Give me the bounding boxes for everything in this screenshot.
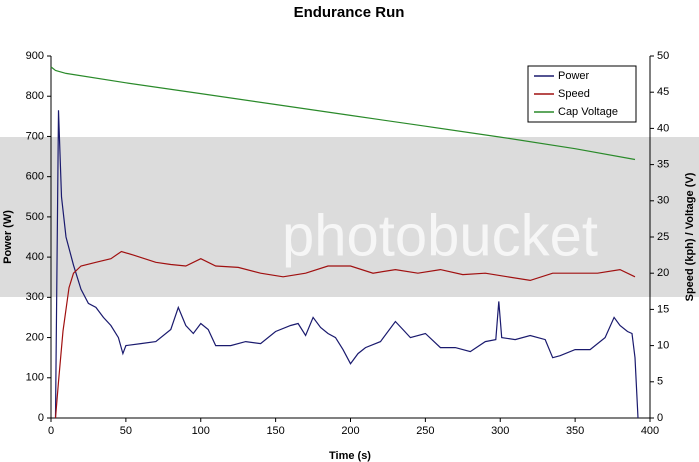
y2-tick-label: 15 xyxy=(657,303,669,315)
y-tick-label: 900 xyxy=(26,50,44,62)
y2-axis-title: Speed (kph) / Voltage (V) xyxy=(684,172,696,301)
y2-tick-label: 40 xyxy=(657,122,669,134)
y-tick-label: 300 xyxy=(26,291,44,303)
x-tick-label: 0 xyxy=(48,425,54,437)
x-tick-label: 200 xyxy=(341,425,359,437)
legend-label: Speed xyxy=(558,88,590,100)
x-tick-label: 50 xyxy=(120,425,132,437)
y2-tick-label: 25 xyxy=(657,231,669,243)
y2-tick-label: 30 xyxy=(657,195,669,207)
y-tick-label: 100 xyxy=(26,372,44,384)
x-tick-label: 350 xyxy=(566,425,584,437)
legend-label: Cap Voltage xyxy=(558,106,618,118)
x-tick-label: 300 xyxy=(491,425,509,437)
y2-tick-label: 0 xyxy=(657,412,663,424)
y2-tick-label: 50 xyxy=(657,50,669,62)
y-tick-label: 400 xyxy=(26,251,44,263)
y2-tick-label: 5 xyxy=(657,376,663,388)
y2-tick-label: 10 xyxy=(657,340,669,352)
x-tick-label: 150 xyxy=(266,425,284,437)
y2-tick-label: 35 xyxy=(657,159,669,171)
legend-label: Power xyxy=(558,70,590,82)
x-tick-label: 400 xyxy=(641,425,659,437)
y-tick-label: 500 xyxy=(26,211,44,223)
y-tick-label: 200 xyxy=(26,331,44,343)
series-line xyxy=(54,250,636,419)
y-axis-title: Power (W) xyxy=(2,210,14,264)
watermark-band xyxy=(0,137,699,297)
y2-tick-label: 45 xyxy=(657,86,669,98)
watermark: photobucket xyxy=(282,203,598,268)
y2-tick-label: 20 xyxy=(657,267,669,279)
chart-title: Endurance Run xyxy=(294,4,405,21)
y-tick-label: 0 xyxy=(38,412,44,424)
y-tick-label: 700 xyxy=(26,130,44,142)
y-tick-label: 600 xyxy=(26,171,44,183)
y-tick-label: 800 xyxy=(26,90,44,102)
x-tick-label: 250 xyxy=(416,425,434,437)
series-line xyxy=(54,110,639,419)
series-line xyxy=(50,66,636,161)
x-axis-title: Time (s) xyxy=(329,450,371,462)
x-tick-label: 100 xyxy=(192,425,210,437)
